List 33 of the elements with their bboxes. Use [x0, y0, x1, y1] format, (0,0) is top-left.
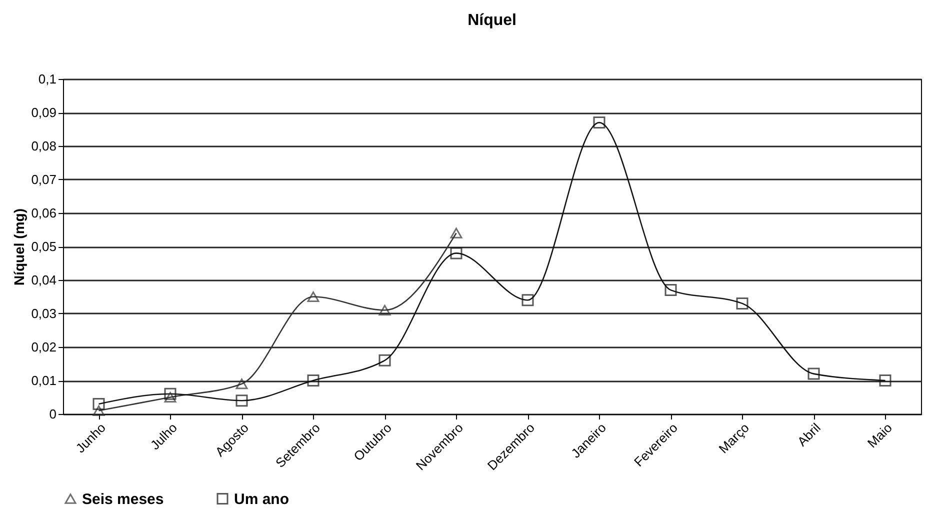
point: [664, 284, 677, 296]
y-tick-label: 0,08: [31, 138, 56, 154]
y-tick-label: 0,02: [31, 340, 56, 354]
point: [879, 374, 892, 386]
point: [450, 247, 462, 260]
point: [522, 294, 534, 306]
point: [378, 354, 391, 366]
point: [307, 374, 320, 386]
y-tick-label: 0,03: [31, 306, 56, 321]
y-tick-label: 0: [49, 406, 56, 422]
point: [236, 378, 248, 390]
point: [236, 394, 248, 407]
chart-title: Níquel: [468, 12, 516, 29]
y-tick-label: 0,06: [31, 206, 56, 220]
point: [92, 398, 105, 410]
y-tick-label: 0,01: [31, 373, 56, 388]
legend-label: Um ano: [234, 490, 290, 508]
point: [593, 116, 606, 129]
point: [808, 368, 820, 380]
y-tick-label: 0,04: [31, 272, 56, 288]
legend-label: Seis meses: [82, 490, 164, 508]
point: [92, 405, 105, 416]
y-tick-label: 0,1: [38, 72, 56, 86]
y-tick-label: 0,05: [31, 239, 56, 254]
point: [736, 297, 748, 310]
point: [164, 388, 176, 400]
point: [450, 228, 462, 238]
y-tick-label: 0,07: [31, 172, 56, 187]
point: [378, 304, 391, 316]
point: [164, 392, 176, 403]
point: [307, 291, 320, 302]
y-tick-label: 0,09: [31, 105, 56, 120]
y-axis-title: Níquel (mg): [11, 208, 28, 286]
